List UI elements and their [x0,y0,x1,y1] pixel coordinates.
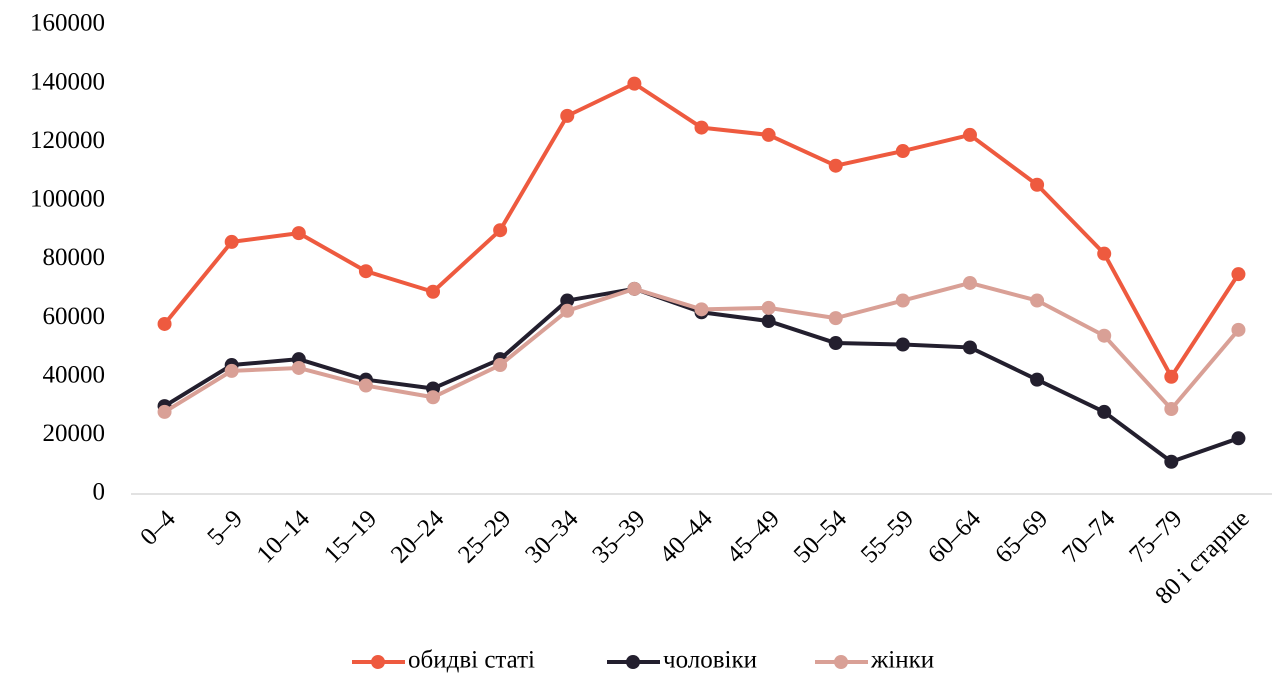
y-tick-label: 80000 [43,244,106,271]
x-tick-label: 65–69 [990,505,1053,568]
marker [828,311,843,326]
series-line [163,280,1240,414]
marker [962,340,977,355]
x-tick-label: 70–74 [1057,505,1121,569]
marker [761,300,776,315]
marker [627,281,642,296]
y-tick-label: 60000 [43,303,106,330]
marker [828,336,843,351]
marker [560,303,575,318]
marker [1164,454,1179,469]
marker [493,358,508,373]
y-tick-label: 120000 [30,127,105,154]
x-tick-label: 10–14 [252,505,316,569]
marker [358,378,373,393]
x-tick-label: 40–44 [655,505,719,569]
marker [1097,246,1112,261]
legend-marker [626,655,640,669]
marker [426,390,441,405]
y-tick-label: 140000 [30,68,105,95]
x-tick-label: 5–9 [202,505,248,551]
marker [224,363,239,378]
x-tick-label: 15–19 [319,505,382,568]
marker [694,302,709,317]
marker [493,223,508,238]
x-tick-label: 0–4 [135,505,181,551]
marker [1164,401,1179,416]
legend-marker [371,655,385,669]
marker [157,316,172,331]
marker [157,404,172,419]
marker [1097,404,1112,419]
marker [560,108,575,123]
x-tick-label: 50–54 [789,505,853,569]
marker [761,127,776,142]
y-tick-label: 0 [93,479,106,506]
marker [627,76,642,91]
x-tick-label: 20–24 [386,505,450,569]
marker [1030,372,1045,387]
marker [761,314,776,329]
x-tick-label: 75–79 [1124,505,1187,568]
marker [962,127,977,142]
x-tick-label: 45–49 [722,505,785,568]
x-tick-label: 60–64 [923,505,987,569]
marker [962,275,977,290]
legend-label: жінки [870,647,934,674]
marker [895,293,910,308]
marker [895,337,910,352]
marker [694,120,709,135]
marker [895,144,910,159]
x-tick-label: 25–29 [453,505,516,568]
marker [224,234,239,249]
marker [291,226,306,241]
y-tick-label: 100000 [30,186,105,213]
marker [1030,177,1045,192]
marker [1164,369,1179,384]
marker [291,360,306,375]
marker [560,293,575,308]
x-tick-label: 30–34 [520,505,584,569]
marker [1231,267,1246,282]
y-tick-label: 20000 [43,420,106,447]
marker [1231,431,1246,446]
legend-marker [834,655,848,669]
y-tick-label: 40000 [43,361,106,388]
marker [828,158,843,173]
y-tick-label: 160000 [30,10,105,37]
x-tick-label: 55–59 [856,505,919,568]
marker [1097,328,1112,343]
marker [426,284,441,299]
legend-label: чоловіки [663,647,757,674]
marker [1231,322,1246,337]
marker [1030,293,1045,308]
legend-label: обидві статі [408,647,535,674]
x-tick-label: 35–39 [587,505,650,568]
marker [358,264,373,279]
